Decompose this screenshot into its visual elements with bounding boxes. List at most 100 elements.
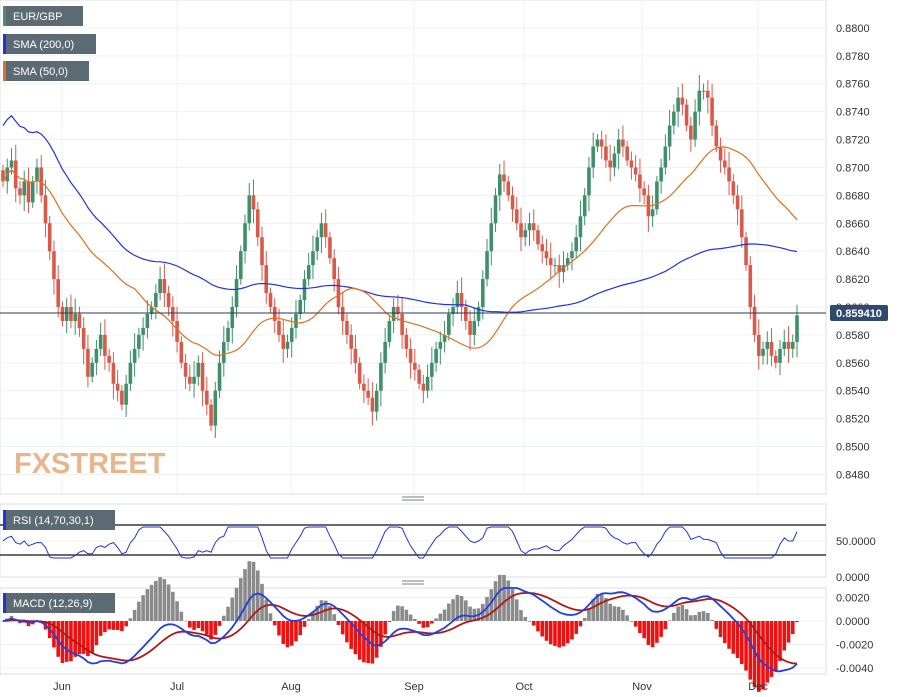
fxstreet-watermark: FXSTREET [14,448,166,480]
macd-hist-bar [298,620,303,636]
macd-hist-bar [86,620,90,657]
candle-body [111,362,116,384]
legend-macd[interactable]: MACD (12,26,9) [3,593,115,613]
candle-body [710,97,714,126]
candle-body [183,362,188,377]
candle-body [336,279,341,308]
macd-hist-bar [659,620,663,637]
macd-hist-bar [162,579,167,621]
candle-body [638,174,642,189]
candle-body [680,97,685,105]
macd-hist-bar [599,593,604,621]
sma-200-line [2,114,798,313]
candle-body [366,390,370,398]
candle-body [459,293,464,308]
macd-hist-bar [468,606,472,621]
candle-body [302,279,307,301]
candle-body [718,146,723,161]
macd-hist-bar [56,620,60,657]
macd-tick-label: 0.0020 [836,592,870,604]
panel-resize-handle-2[interactable] [402,580,424,585]
candle-body [655,181,659,210]
candle-body [107,355,111,363]
macd-hist-bar [472,608,477,621]
candle-body [735,195,740,210]
candle-body [234,279,239,308]
legend-sma200[interactable]: SMA (200,0) [3,34,96,54]
macd-hist-bar [561,620,566,647]
macd-hist-bar [166,584,171,621]
macd-hist-bar [272,620,277,626]
macd-hist-bar [370,620,375,664]
macd-hist-bar [544,620,549,641]
legend-rsi[interactable]: RSI (14,70,30,1) [3,510,115,530]
candle-body [756,334,761,356]
macd-hist-bar [523,616,528,621]
candle-body [60,307,65,321]
candle-body [752,307,757,335]
candle-body [548,258,553,266]
candle-body [64,307,69,321]
macd-hist-bar [642,620,646,639]
macd-hist-bar [464,600,468,621]
macd-hist-bar [786,620,791,643]
candle-body [438,341,443,349]
macd-hist-bar [183,620,188,622]
macd-hist-bar [514,599,519,621]
candle-body [472,320,477,335]
candle-body [697,90,702,112]
legend-eurgbp[interactable]: EUR/GBP [3,6,83,26]
candle-body [264,265,269,294]
candle-body [238,251,243,280]
candle-body [527,223,532,231]
candle-body [714,125,719,147]
macd-hist-bar [60,620,65,663]
price-tick-label: 0.8680 [836,190,870,202]
macd-hist-bar [294,620,298,642]
macd-hist-bar [158,577,162,621]
candle-body [795,315,799,342]
price-tick-label: 0.8800 [836,23,870,35]
price-tick-label: 0.8720 [836,135,870,147]
macd-hist-bar [604,598,608,621]
macd-tick-label: 0.0000 [836,616,870,628]
macd-hist-bar [81,620,86,654]
candle-body [502,174,506,182]
price-tick-label: 0.8520 [836,414,870,426]
macd-hist-bar [697,611,702,621]
macd-hist-bar [582,617,587,621]
candle-body [213,390,218,426]
candle-body [595,139,600,147]
candle-body [18,188,22,196]
candle-body [162,279,167,294]
candle-body [353,348,358,363]
macd-hist-bar [752,620,757,688]
macd-hist-bar [217,620,222,626]
candle-body [391,307,396,321]
macd-hist-bar [540,620,545,637]
candle-body [650,209,655,217]
macd-hist-bar [107,620,111,630]
candle-body [315,237,320,252]
macd-line [2,587,798,673]
macd-hist-bar [744,620,748,671]
price-axis: 0.8480 0.8500 0.8520 0.8540 0.8560 0.8580 0.86… [836,23,870,482]
macd-hist-bar [230,597,235,621]
candle-body [77,313,82,328]
candle-body [744,237,748,266]
x-tick-label: Oct [515,681,532,693]
macd-hist-bar [447,603,451,621]
panel-resize-handle[interactable] [402,496,424,501]
macd-hist-bar [748,620,753,680]
candle-body [676,97,680,112]
macd-hist-bar [285,620,290,648]
candle-body [171,307,175,321]
legend-sma50[interactable]: SMA (50,0) [3,61,89,81]
macd-hist-bar [672,612,676,621]
price-candles [1,75,799,438]
last-price-badge [830,305,888,321]
candle-body [769,341,774,356]
price-tick-label: 0.8540 [836,386,870,398]
macd-hist-bar [179,611,184,621]
macd-hist-bar [633,620,638,627]
